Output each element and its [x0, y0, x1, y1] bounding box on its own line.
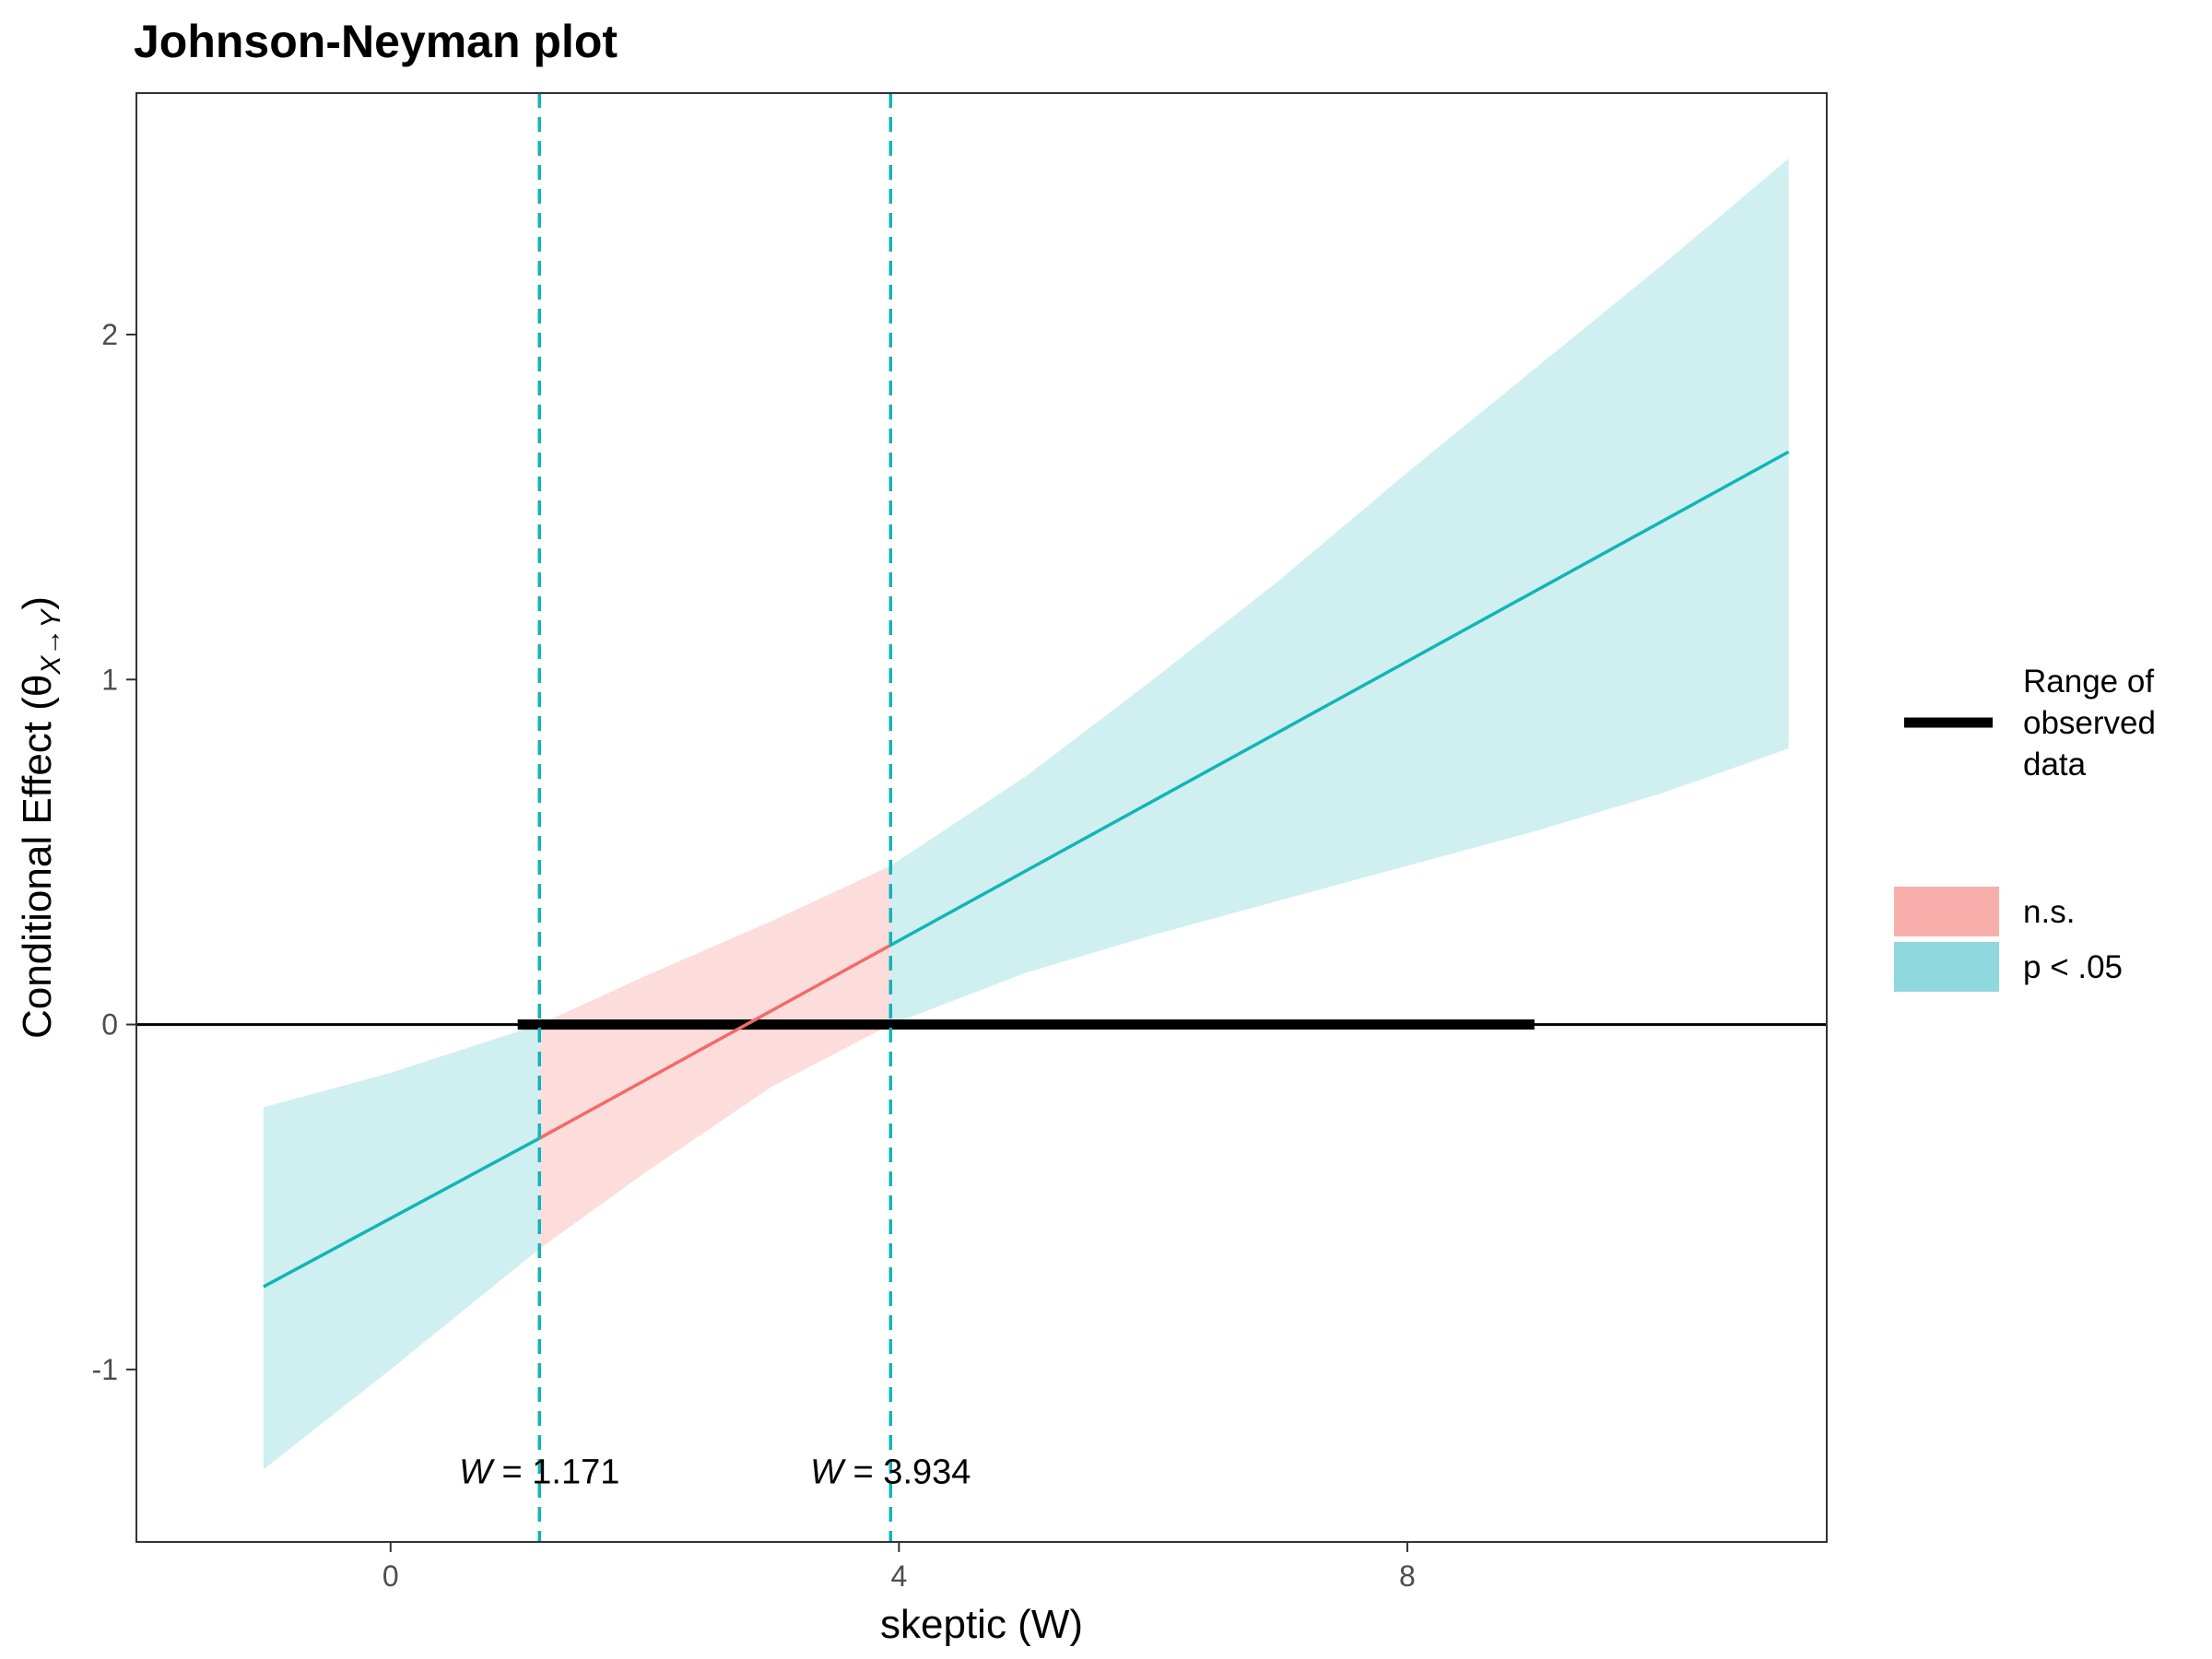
- jn-label-var: W: [810, 1453, 846, 1491]
- band-nonsignificant: [539, 865, 891, 1249]
- confidence-bands: [263, 159, 1789, 1470]
- legend-fill-key: [1894, 942, 1999, 992]
- legend-fill-label: n.s.: [2023, 894, 2075, 930]
- y-tick-label: 2: [101, 318, 118, 351]
- x-tick-label: 4: [890, 1559, 907, 1593]
- effect-line-nonsignificant: [538, 943, 892, 1140]
- y-axis-ticks: -1 0 1 2: [92, 318, 136, 1386]
- x-axis-title: skeptic (W): [880, 1602, 1083, 1647]
- effect-line-significant-right: [889, 450, 1790, 947]
- y-tick-label: 1: [101, 663, 118, 696]
- y-axis-title-subscript: X→Y: [36, 608, 66, 676]
- y-tick-label: 0: [101, 1008, 118, 1041]
- legend: Range of observed data n.s. p < .05: [1894, 664, 2156, 992]
- y-axis-title-prefix: Conditional Effect (θ: [15, 675, 60, 1039]
- y-axis-title: Conditional Effect (θX→Y): [15, 596, 66, 1039]
- legend-range-label: data: [2023, 747, 2087, 782]
- jn-label-value: = 1.171: [492, 1453, 619, 1491]
- jn-label-var: W: [459, 1453, 495, 1491]
- legend-fill-key: [1894, 887, 1999, 936]
- x-tick-label: 8: [1399, 1559, 1416, 1593]
- legend-range-label: observed: [2023, 705, 2156, 741]
- legend-range-label: Range of: [2023, 664, 2154, 700]
- x-axis-ticks: 0 4 8: [382, 1542, 1416, 1593]
- band-significant-left: [263, 1024, 540, 1470]
- jn-annotations: W = 1.171 W = 3.934: [459, 1453, 971, 1491]
- y-axis-title-suffix: ): [15, 596, 60, 610]
- plot-panel-border: [135, 92, 1828, 1543]
- x-tick-label: 0: [382, 1559, 399, 1593]
- y-tick-label: -1: [92, 1353, 118, 1386]
- jn-label-2: W = 3.934: [810, 1453, 971, 1491]
- legend-fill-label: p < .05: [2023, 949, 2123, 985]
- jn-lines: [537, 93, 893, 1542]
- effect-line-significant-left: [263, 1136, 541, 1288]
- chart-title: Johnson-Neyman plot: [134, 16, 618, 67]
- band-significant-right: [890, 159, 1789, 1025]
- jn-label-value: = 3.934: [843, 1453, 971, 1491]
- effect-lines: [263, 450, 1790, 1288]
- jn-label-1: W = 1.171: [459, 1453, 619, 1491]
